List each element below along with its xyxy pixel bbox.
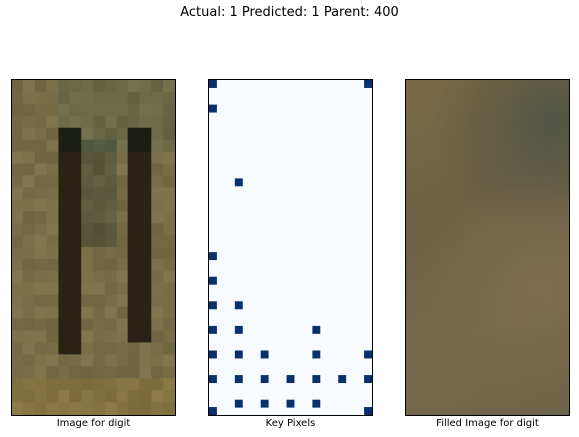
key-pixel-mark [286,399,295,408]
key-pixel-mark [338,375,347,384]
key-pixel-mark [209,375,217,384]
key-pixel-mark [209,80,217,88]
key-pixel-mark [364,375,372,384]
key-pixel-mark [234,350,243,359]
key-pixel-mark [312,350,321,359]
key-pixels-caption: Key Pixels [265,418,316,429]
filled-image-panel [405,79,570,416]
key-pixel-mark [209,407,217,415]
key-pixel-mark [234,399,243,408]
key-pixel-mark [234,301,243,310]
key-pixel-mark [234,375,243,384]
key-pixel-mark [209,325,217,334]
filled-image-caption: Filled Image for digit [436,418,539,429]
key-pixel-mark [209,104,217,113]
digit-image-panel [11,79,176,416]
key-pixel-mark [209,301,217,310]
key-pixel-mark [234,178,243,187]
figure-title: Actual: 1 Predicted: 1 Parent: 400 [180,5,399,20]
key-pixel-mark [209,276,217,285]
key-pixel-mark [364,80,372,88]
key-pixel-mark [286,375,295,384]
key-pixel-mark [234,325,243,334]
key-pixel-mark [209,252,217,261]
key-pixel-mark [312,375,321,384]
key-pixel-mark [260,375,269,384]
key-pixels-plot [209,80,372,415]
key-pixels-panel [208,79,373,416]
key-pixel-mark [364,350,372,359]
digit-image-caption: Image for digit [56,418,131,429]
key-pixel-mark [260,350,269,359]
key-pixel-mark [209,350,217,359]
filled-image-canvas [406,80,569,415]
key-pixel-mark [312,399,321,408]
digit-image-canvas [12,80,175,415]
key-pixel-mark [364,407,372,415]
key-pixel-mark [260,399,269,408]
key-pixel-mark [312,325,321,334]
